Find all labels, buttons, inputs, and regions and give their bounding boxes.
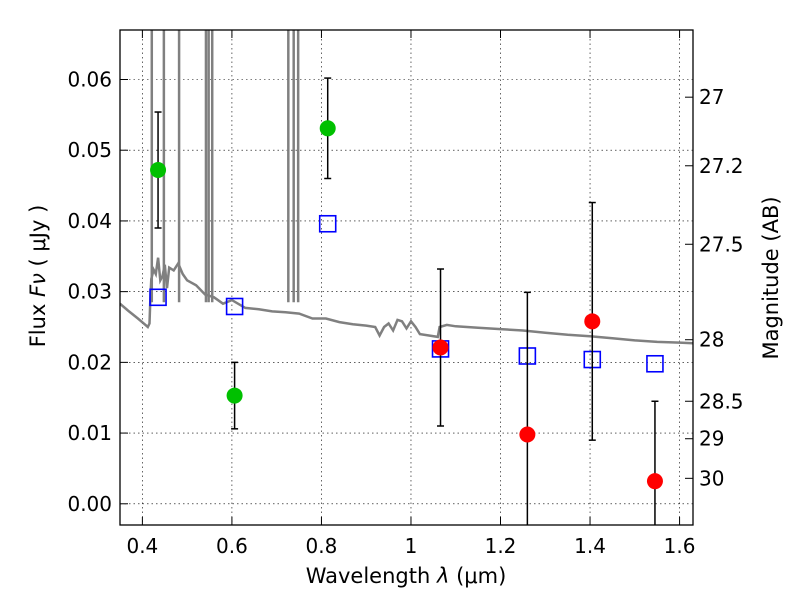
red-data-point — [432, 339, 449, 356]
plot-frame — [119, 29, 694, 526]
green-data-point — [319, 120, 336, 137]
model-box-point — [149, 288, 167, 307]
y-tick-label: 0.00 — [67, 492, 112, 516]
y2-tick-label: 28.5 — [699, 389, 744, 413]
y-axis-label: Flux Fν ( μJy ) — [26, 205, 50, 348]
y2-tick-label: 27.2 — [699, 154, 744, 178]
y-tick-label: 0.06 — [67, 68, 112, 92]
y-tick-label: 0.01 — [67, 421, 112, 445]
y2-tick-label: 27 — [699, 85, 724, 109]
model-box-point — [225, 297, 244, 316]
x-tick-label: 0.4 — [126, 534, 158, 558]
y-tick-label: 0.03 — [67, 280, 112, 304]
x-tick-label: 0.8 — [306, 534, 338, 558]
photometry-points — [149, 77, 664, 525]
y-tick-label: 0.04 — [67, 209, 112, 233]
red-data-point — [519, 426, 536, 443]
red-data-point — [584, 313, 601, 330]
x-tick-label: 1.4 — [574, 534, 606, 558]
y-tick-label: 0.05 — [67, 138, 112, 162]
green-data-point — [150, 162, 167, 179]
axis-ticks: 0.4 0.6 0.8 1 1.2 1.4 1.6 0.00 0.01 0.02 0.03 0.04 0… — [67, 30, 744, 558]
y2-tick-label: 27.5 — [699, 232, 744, 256]
y-tick-label: 0.02 — [67, 350, 112, 374]
spectrum-line — [120, 257, 693, 345]
x-tick-label: 1 — [405, 534, 418, 558]
green-data-point — [226, 387, 243, 404]
red-data-point — [646, 473, 663, 490]
x-axis-label: Wavelength λ (μm) — [306, 564, 507, 588]
y2-tick-label: 30 — [699, 466, 724, 490]
model-box-point — [646, 354, 664, 373]
model-box-point — [318, 214, 337, 233]
x-tick-label: 1.2 — [485, 534, 517, 558]
model-spectrum — [120, 30, 693, 345]
grid-lines — [120, 30, 693, 525]
y2-axis-label: Magnitude (AB) — [759, 196, 783, 359]
y2-tick-label: 28 — [699, 328, 724, 352]
x-tick-label: 0.6 — [216, 534, 248, 558]
y2-tick-label: 29 — [699, 427, 724, 451]
x-tick-label: 1.6 — [664, 534, 696, 558]
